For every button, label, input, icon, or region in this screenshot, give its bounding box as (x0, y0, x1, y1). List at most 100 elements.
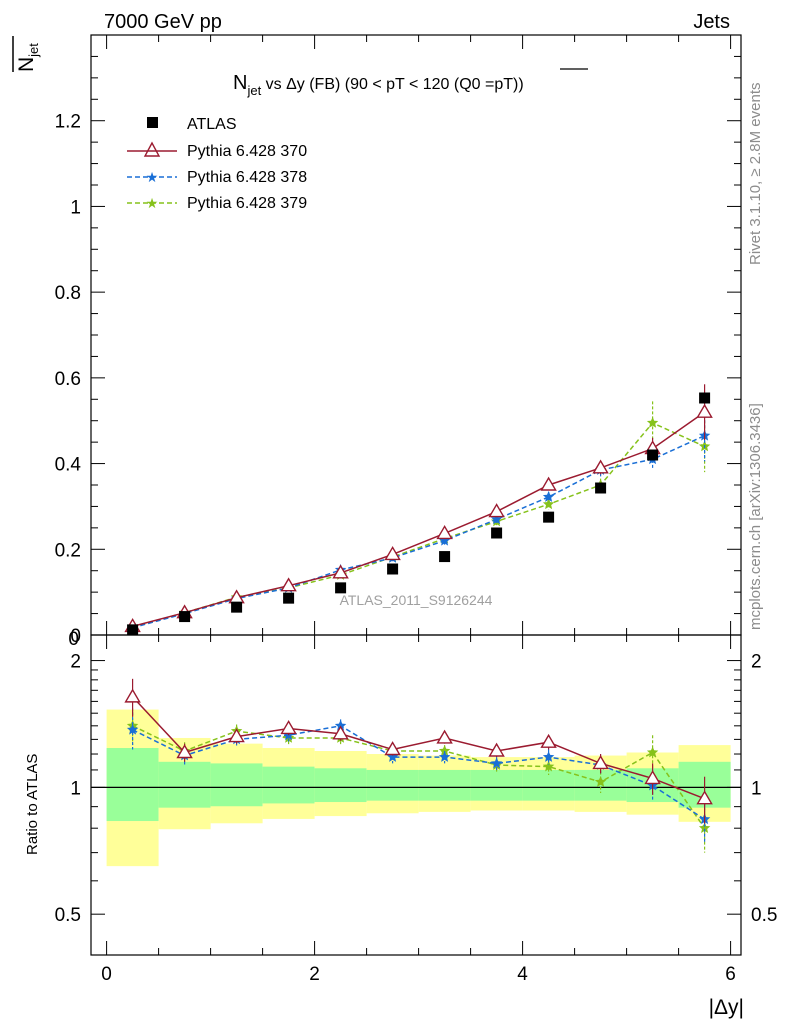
series-line (132, 435, 705, 629)
ratio-triangle-point (124, 688, 141, 703)
legend-marker-atlas (147, 117, 158, 128)
main-y-tick-label: 0.2 (55, 540, 81, 561)
ratio-star-point (542, 751, 555, 762)
main-y-tick-label: 0.6 (55, 369, 81, 390)
ratio-series-line (132, 696, 705, 800)
ratio-star-point (386, 751, 399, 762)
ratio-star-point (698, 822, 711, 833)
ratio-triangle-point (280, 720, 297, 735)
main-y-tick-label: 1 (70, 197, 81, 218)
series-triangle-point (280, 577, 297, 592)
series-star-point (490, 513, 503, 525)
ratio-triangle-point (592, 755, 609, 770)
main-y-axis-label: Njet (12, 36, 41, 72)
analysis-watermark: ATLAS_2011_S9126244 (340, 592, 493, 608)
legend-marker-378: ★ (146, 169, 159, 185)
atlas-data-point (179, 611, 191, 623)
atlas-data-point (595, 482, 607, 494)
legend-label-atlas: ATLAS (187, 116, 237, 133)
header-energy: 7000 GeV pp (104, 11, 222, 33)
atlas-data-point (127, 624, 139, 636)
legend-marker-370 (143, 141, 161, 157)
main-y-tick-label: 0 (70, 626, 81, 647)
atlas-data-point (699, 392, 711, 404)
ratio-band-inner (574, 769, 627, 801)
series-triangle-point (384, 546, 401, 561)
x-axis-label: |Δy| (709, 996, 744, 1019)
ylabel-main: N (15, 57, 38, 72)
ratio-star-point (126, 723, 139, 735)
ratio-y-tick-label-right: 1 (751, 778, 762, 799)
ratio-band-inner (522, 769, 575, 801)
ratio-band-inner (106, 748, 159, 822)
series-star-point (542, 498, 555, 510)
header-process: Jets (693, 11, 730, 33)
legend-label-378: Pythia 6.428 378 (187, 169, 307, 186)
x-tick-label: 2 (309, 964, 320, 985)
ratio-y-tick-label: 2 (70, 652, 81, 673)
title-n: N (233, 72, 247, 94)
series-line (132, 411, 706, 628)
series-star-point (646, 416, 659, 428)
ratio-star-point (646, 746, 659, 758)
ratio-series-line (132, 725, 706, 829)
series-triangle-point (436, 525, 453, 540)
series-triangle-point (488, 503, 505, 518)
series-star-point (438, 534, 451, 546)
series-triangle-point (696, 403, 713, 418)
series-star-point (542, 491, 555, 502)
ratio-star-point (334, 719, 347, 731)
legend-label-370: Pythia 6.428 370 (187, 143, 307, 160)
x-tick-label: 6 (725, 964, 736, 985)
x-tick-label: 0 (101, 964, 112, 985)
title-sub: jet (246, 83, 261, 98)
ratio-triangle-point (696, 790, 713, 805)
ratio-star-point (490, 757, 503, 769)
title-rest: vs Δy (FB) (90 < pT < 120 (Q0 =pT)) (261, 76, 523, 93)
legend-label-379: Pythia 6.428 379 (187, 195, 307, 212)
atlas-data-point (231, 601, 243, 613)
ratio-band-inner (418, 769, 471, 801)
ylabel-sub: jet (26, 43, 41, 58)
x-tick-label: 4 (517, 964, 528, 985)
ratio-star-point (542, 760, 555, 772)
atlas-data-point (335, 582, 347, 594)
main-y-tick-label: 0.4 (55, 455, 82, 476)
legend-marker-379: ★ (146, 195, 159, 211)
ratio-band-inner (366, 769, 419, 801)
ratio-star-point (594, 776, 607, 787)
ratio-star-point (438, 745, 451, 756)
ratio-band-inner (158, 761, 211, 808)
ratio-y-tick-label-right: 0.5 (751, 905, 777, 926)
ratio-y-tick-label: 0.5 (55, 905, 81, 926)
series-triangle-point (332, 564, 349, 579)
ratio-triangle-point (384, 741, 401, 756)
ratio-triangle-point (488, 742, 505, 757)
ratio-triangle-point (540, 733, 557, 748)
ratio-panel-frame (90, 634, 742, 956)
atlas-data-point (387, 563, 399, 575)
legend: ATLAS Pythia 6.428 370 ★ Pythia 6.428 37… (127, 116, 307, 212)
rivet-version-label: Rivet 3.1.10, ≥ 2.8M events (747, 83, 764, 266)
ratio-y-axis-label: Ratio to ATLAS (24, 754, 41, 855)
atlas-data-point (283, 592, 295, 604)
ratio-series-line (132, 725, 706, 820)
main-y-tick-label: 0.8 (55, 283, 81, 304)
ratio-band-inner (314, 768, 367, 803)
mcplots-label: mcplots.cern.ch [arXiv:1306.3436] (747, 403, 764, 630)
atlas-data-point (439, 551, 451, 563)
series-triangle-point (592, 459, 609, 474)
ratio-band-inner (210, 763, 263, 807)
atlas-data-point (491, 527, 503, 539)
ratio-y-tick-label-right: 2 (751, 652, 762, 673)
ratio-triangle-point (228, 728, 245, 743)
ratio-band-inner (470, 769, 523, 801)
ratio-star-point (438, 751, 451, 762)
ratio-triangle-point (436, 729, 453, 744)
atlas-data-point (647, 449, 659, 461)
ratio-band-inner (262, 766, 315, 804)
ratio-triangle-point (644, 770, 661, 785)
ratio-y-tick-label: 1 (70, 778, 81, 799)
ratio-triangle-point (332, 725, 349, 740)
